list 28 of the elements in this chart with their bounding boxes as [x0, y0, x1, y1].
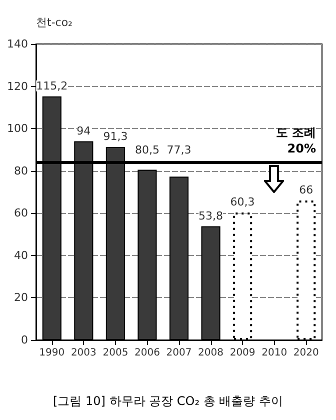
data-label: 66: [299, 183, 314, 196]
data-label: 115,2: [36, 79, 68, 92]
x-tick-label: 1990: [39, 348, 65, 358]
y-tick-label: 40: [14, 248, 28, 262]
data-label: 94: [76, 124, 91, 138]
x-tick-label: 2007: [166, 348, 192, 358]
x-tick-label: 2010: [262, 348, 288, 358]
x-tick-label: 2003: [70, 348, 96, 358]
y-tick-label: 120: [7, 80, 28, 93]
y-tick-label: 80: [14, 164, 28, 178]
x-tick-label: 2009: [230, 348, 256, 358]
y-tick-label: 0: [21, 334, 28, 346]
y-tick-label: 100: [7, 122, 28, 136]
y-tick-label: 20: [14, 291, 28, 304]
ref-line-label: 도 조례 20%: [276, 125, 316, 156]
data-label: 60,3: [230, 196, 255, 209]
x-tick-label: 2006: [134, 348, 160, 358]
x-tick-label: 2008: [198, 348, 224, 358]
y-tick-label: 60: [14, 206, 28, 220]
x-tick-label: 2020: [293, 348, 319, 358]
y-axis-title: 천t-co₂: [36, 16, 72, 29]
data-label: 53,8: [198, 209, 224, 222]
text: [그림 10] 하무라 공장 CO₂ 총 배출량 추이: [53, 394, 283, 408]
data-label: 77,3: [166, 143, 192, 156]
data-label: 80,5: [134, 143, 160, 156]
data-label: 91,3: [103, 130, 128, 143]
x-tick-label: 2005: [102, 348, 128, 358]
y-tick-label: 140: [7, 38, 28, 50]
